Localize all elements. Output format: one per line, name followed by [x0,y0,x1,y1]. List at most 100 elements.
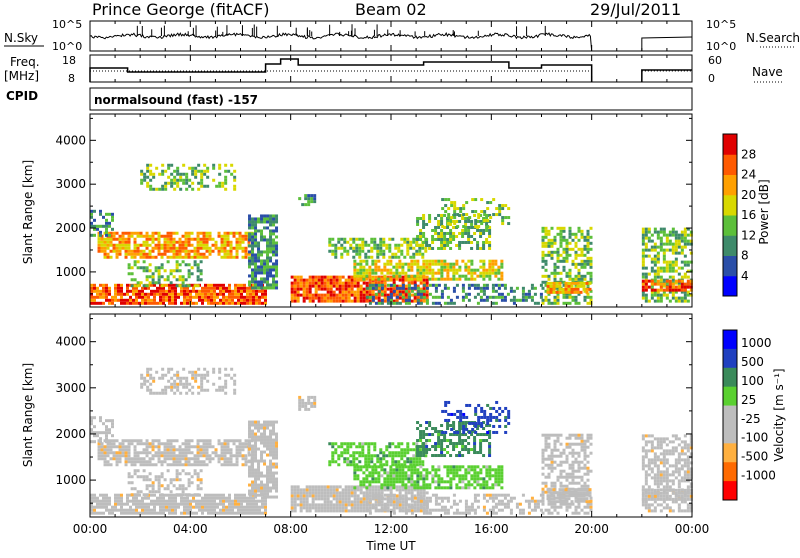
heatmap-cell [203,185,206,188]
heatmap-cell [144,299,147,302]
heatmap-cell [264,506,267,509]
heatmap-cell [409,241,412,244]
heatmap-cell [340,247,343,250]
heatmap-cell [563,296,566,299]
heatmap-cell [413,483,416,486]
heatmap-cell [105,287,108,290]
heatmap-cell [587,263,590,266]
heatmap-cell [392,474,395,477]
heatmap-cell [248,460,251,463]
heatmap-cell [149,275,152,278]
heatmap-cell [381,503,384,506]
heatmap-cell [203,232,206,235]
heatmap-cell [260,238,263,241]
heatmap-cell [528,290,531,293]
heatmap-cell [207,299,210,302]
heatmap-cell [422,217,425,220]
heatmap-cell [161,463,164,466]
heatmap-cell [201,497,204,500]
heatmap-cell [161,256,164,259]
heatmap-cell [473,468,476,471]
heatmap-cell [486,299,489,302]
heatmap-cell [257,259,260,262]
heatmap-cell [197,241,200,244]
heatmap-cell [108,287,111,290]
heatmap-cell [336,500,339,503]
heatmap-cell [197,250,200,253]
heatmap-cell [143,269,146,272]
heatmap-cell [440,486,443,489]
heatmap-cell [146,389,149,392]
heatmap-cell [251,484,254,487]
heatmap-cell [336,300,339,303]
heatmap-cell [197,463,200,466]
heatmap-cell [333,294,336,297]
heatmap-cell [374,266,377,269]
heatmap-cell [370,238,373,241]
heatmap-cell [401,477,404,480]
heatmap-cell [252,296,255,299]
heatmap-cell [93,210,96,213]
heatmap-cell [548,233,551,236]
heatmap-cell [176,260,179,263]
heatmap-cell [183,509,186,512]
heatmap-cell [191,244,194,247]
heatmap-cell [128,442,131,445]
heatmap-cell [383,477,386,480]
heatmap-cell [480,222,483,225]
heatmap-cell [587,239,590,242]
heatmap-cell [206,454,209,457]
heatmap-cell [117,494,120,497]
heatmap-cell [147,503,150,506]
heatmap-cell [170,269,173,272]
heatmap-cell [343,457,346,460]
heatmap-cell [678,297,681,300]
heatmap-cell [398,468,401,471]
heatmap-cell [218,386,221,389]
heatmap-cell [377,278,380,281]
heatmap-cell [415,250,418,253]
heatmap-cell [230,451,233,454]
heatmap-cell [125,451,128,454]
heatmap-cell [375,302,378,305]
heatmap-cell [167,250,170,253]
heatmap-cell [248,214,251,217]
heatmap-cell [233,188,236,191]
heatmap-cell [132,500,135,503]
heatmap-cell [168,500,171,503]
heatmap-cell [263,433,266,436]
heatmap-cell [440,214,443,217]
heatmap-cell [410,468,413,471]
heatmap-cell [318,288,321,291]
heatmap-cell [243,302,246,305]
heatmap-cell [355,445,358,448]
heatmap-cell [254,217,257,220]
heatmap-cell [486,201,489,204]
heatmap-cell [687,264,690,267]
heatmap-cell [547,288,550,291]
heatmap-cell [346,463,349,466]
heatmap-cell [266,487,269,490]
heatmap-cell [422,477,425,480]
heatmap-cell [179,179,182,182]
heatmap-cell [388,247,391,250]
heatmap-cell [560,254,563,257]
heatmap-cell [207,296,210,299]
heatmap-cell [128,475,131,478]
heatmap-cell [563,257,566,260]
heatmap-cell [192,497,195,500]
heatmap-cell [167,463,170,466]
heatmap-cell [431,260,434,263]
heatmap-cell [542,266,545,269]
heatmap-cell [572,296,575,299]
heatmap-cell [170,179,173,182]
heatmap-cell [315,282,318,285]
heatmap-cell [146,478,149,481]
heatmap-cell [266,484,269,487]
heatmap-cell [336,503,339,506]
heatmap-cell [245,442,248,445]
heatmap-cell [167,469,170,472]
heatmap-cell [263,490,266,493]
heatmap-cell [153,503,156,506]
heatmap-cell [114,296,117,299]
